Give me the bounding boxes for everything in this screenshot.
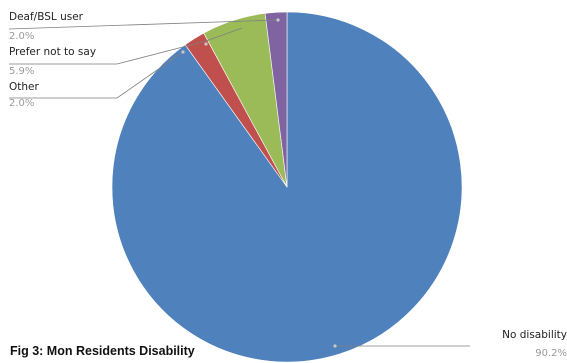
slice-prefer-not-to-say-leader-dot (204, 42, 208, 46)
figure-caption: Fig 3: Mon Residents Disability (10, 344, 195, 358)
slice-prefer-not-to-say-leader-line (9, 27, 243, 65)
slice-other-leader-line (9, 51, 184, 99)
slice-deaf-bsl-user-label: Deaf/BSL user (9, 11, 84, 23)
slice-other-value-label: 2.0% (9, 98, 34, 109)
data-labels: No disability 90.2% Other 2.0% Prefer not to… (9, 11, 567, 359)
slice-prefer-not-to-say-label: Prefer not to say (9, 46, 96, 58)
slice-other-leader-dot (181, 50, 185, 54)
slice-deaf-bsl-user-value-label: 2.0% (9, 31, 34, 42)
slice-no-disability-label: No disability (502, 329, 567, 341)
slice-deaf-bsl-user-leader-dot (276, 18, 280, 22)
slice-prefer-not-to-say-value-label: 5.9% (9, 66, 34, 77)
slice-other-label: Other (9, 81, 39, 93)
leader-lines (8, 18, 470, 348)
slice-no-disability-value-label: 90.2% (535, 348, 567, 359)
slice-deaf-bsl-user-leader-line (8, 19, 279, 30)
slice-no-disability-leader-dot (333, 344, 337, 348)
slice-deaf-bsl-user (264, 11, 288, 188)
pie-slices (111, 11, 463, 363)
